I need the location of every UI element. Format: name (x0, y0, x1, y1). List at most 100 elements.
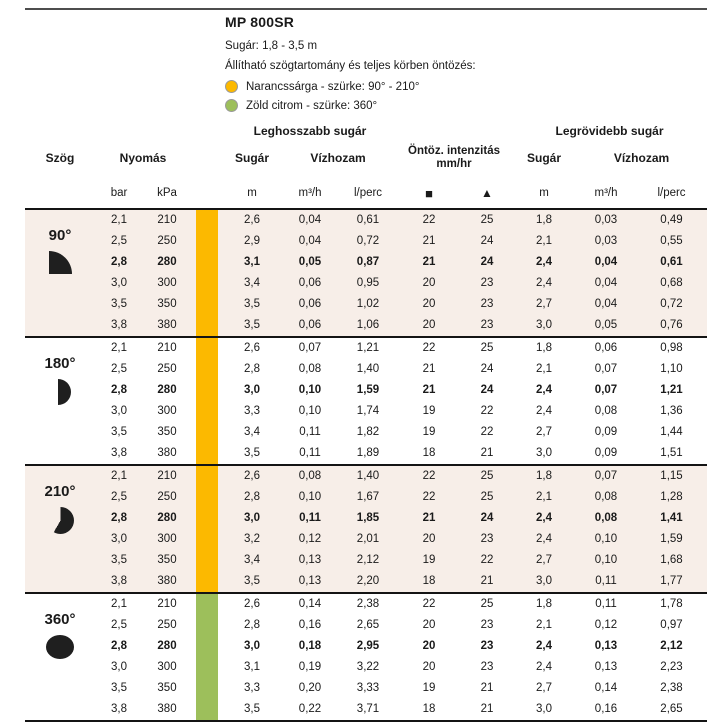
table-cell: 2,38 (660, 682, 683, 694)
unit-kpa: kPa (157, 187, 177, 199)
table-cell: 21 (480, 575, 494, 587)
table-cell: 2,1 (111, 598, 127, 610)
table-cell: 0,20 (298, 682, 322, 694)
table-cell: 2,20 (356, 575, 380, 587)
green-dot-icon (225, 99, 238, 112)
table-cell: 19 (422, 405, 436, 417)
table-cell: 3,5 (111, 298, 127, 310)
table-cell: 1,59 (660, 533, 683, 545)
table-cell: 3,0 (244, 384, 260, 396)
table-cell: 2,1 (536, 491, 552, 503)
table-cell: 0,08 (594, 491, 618, 503)
table-cell: 21 (422, 235, 436, 247)
table-cell: 3,2 (244, 533, 260, 545)
unit-m3h1: m³/h (298, 187, 322, 199)
table-cell: 2,65 (660, 703, 683, 715)
color-code-bar-fill (196, 338, 218, 464)
angle-block-360: 360° 2,1 210 2,6 0,14 2,38 22 25 1,8 0,11 1,78 2,5 2… (25, 592, 707, 720)
table-cell: 21 (422, 256, 436, 268)
table-cell: 280 (157, 640, 177, 652)
col-header-flow1: Vízhozam (310, 151, 366, 165)
angle-cell: 210° (25, 466, 95, 592)
table-cell: 1,85 (356, 512, 380, 524)
table-cell: 2,5 (111, 363, 127, 375)
table-cell: 23 (480, 640, 494, 652)
table-cell: 0,61 (660, 256, 683, 268)
table-cell: 20 (422, 619, 436, 631)
table-cell: 380 (157, 319, 177, 331)
table-cell: 22 (422, 342, 436, 354)
table-cell: 300 (157, 277, 177, 289)
color-code-bar-fill (196, 466, 218, 592)
table-cell: 24 (480, 512, 494, 524)
table-cell: 0,06 (594, 342, 618, 354)
table-cell: 25 (480, 214, 494, 226)
table-cell: 250 (157, 619, 177, 631)
table-cell: 2,4 (536, 405, 552, 417)
table-cell: 210 (157, 342, 177, 354)
table-cell: 21 (480, 447, 494, 459)
col-header-intensity: Öntöz. intenzitás mm/hr (396, 145, 512, 171)
table-cell: 22 (480, 554, 494, 566)
legend-label: Narancssárga - szürke: 90° - 210° (246, 80, 420, 93)
table-cell: 2,4 (536, 661, 552, 673)
table-cell: 0,10 (298, 491, 322, 503)
table-cell: 2,4 (536, 277, 552, 289)
table-cell: 19 (422, 426, 436, 438)
table-cell: 2,8 (111, 256, 127, 268)
table-cell: 1,28 (660, 491, 683, 503)
legend-label: Zöld citrom - szürke: 360° (246, 99, 378, 112)
column-header-row: Szög Nyomás Sugár Vízhozam Öntöz. intenz… (25, 138, 707, 178)
table-cell: 3,5 (244, 298, 260, 310)
table-cell: 350 (157, 682, 177, 694)
table-cell: 3,8 (111, 447, 127, 459)
table-cell: 23 (480, 619, 494, 631)
col-header-radius1: Sugár (234, 151, 269, 165)
table-cell: 280 (157, 512, 177, 524)
table-cell: 19 (422, 682, 436, 694)
sector-90-icon (48, 251, 72, 274)
table-cell: 2,9 (244, 235, 260, 247)
table-cell: 0,12 (594, 619, 618, 631)
unit-lperc1: l/perc (353, 187, 383, 199)
table-cell: 1,8 (536, 598, 552, 610)
table-cell: 20 (422, 298, 436, 310)
table-cell: 0,08 (594, 405, 618, 417)
table-cell: 0,72 (660, 298, 683, 310)
table-cell: 0,10 (298, 405, 322, 417)
table-cell: 1,44 (660, 426, 683, 438)
table-cell: 22 (480, 405, 494, 417)
radius-range-line: Sugár: 1,8 - 3,5 m (225, 40, 318, 52)
table-cell: 250 (157, 363, 177, 375)
table-cell: 280 (157, 256, 177, 268)
table-cell: 3,5 (244, 703, 260, 715)
table-cell: 2,1 (111, 470, 127, 482)
table-cell: 2,38 (356, 598, 380, 610)
table-cell: 0,04 (594, 298, 618, 310)
table-cell: 0,10 (298, 384, 322, 396)
table-cell: 2,12 (356, 554, 380, 566)
table-cell: 2,1 (536, 619, 552, 631)
table-cell: 3,4 (244, 277, 260, 289)
table-cell: 300 (157, 533, 177, 545)
group-header-longest: Leghosszabb sugár (253, 124, 367, 138)
legend-item-orange: Narancssárga - szürke: 90° - 210° (225, 80, 476, 93)
table-cell: 0,11 (299, 447, 321, 459)
table-cell: 2,1 (536, 363, 552, 375)
legend-item-green: Zöld citrom - szürke: 360° (225, 99, 476, 112)
table-cell: 1,40 (356, 363, 380, 375)
table-cell: 350 (157, 426, 177, 438)
table-cell: 18 (422, 575, 436, 587)
table-cell: 1,21 (660, 384, 683, 396)
table-cell: 2,6 (244, 470, 260, 482)
table-cell: 19 (422, 554, 436, 566)
table-cell: 3,0 (244, 512, 260, 524)
table-cell: 21 (422, 512, 436, 524)
table-cell: 3,0 (111, 661, 127, 673)
table-cell: 20 (422, 533, 436, 545)
table-cell: 0,06 (298, 319, 322, 331)
table-cell: 3,0 (536, 319, 552, 331)
table-cell: 2,8 (111, 384, 127, 396)
angle-block-180: 180° 2,1 210 2,6 0,07 1,21 22 25 1,8 0,06 0,98 2,5 2… (25, 336, 707, 464)
table-cell: 0,11 (299, 512, 321, 524)
